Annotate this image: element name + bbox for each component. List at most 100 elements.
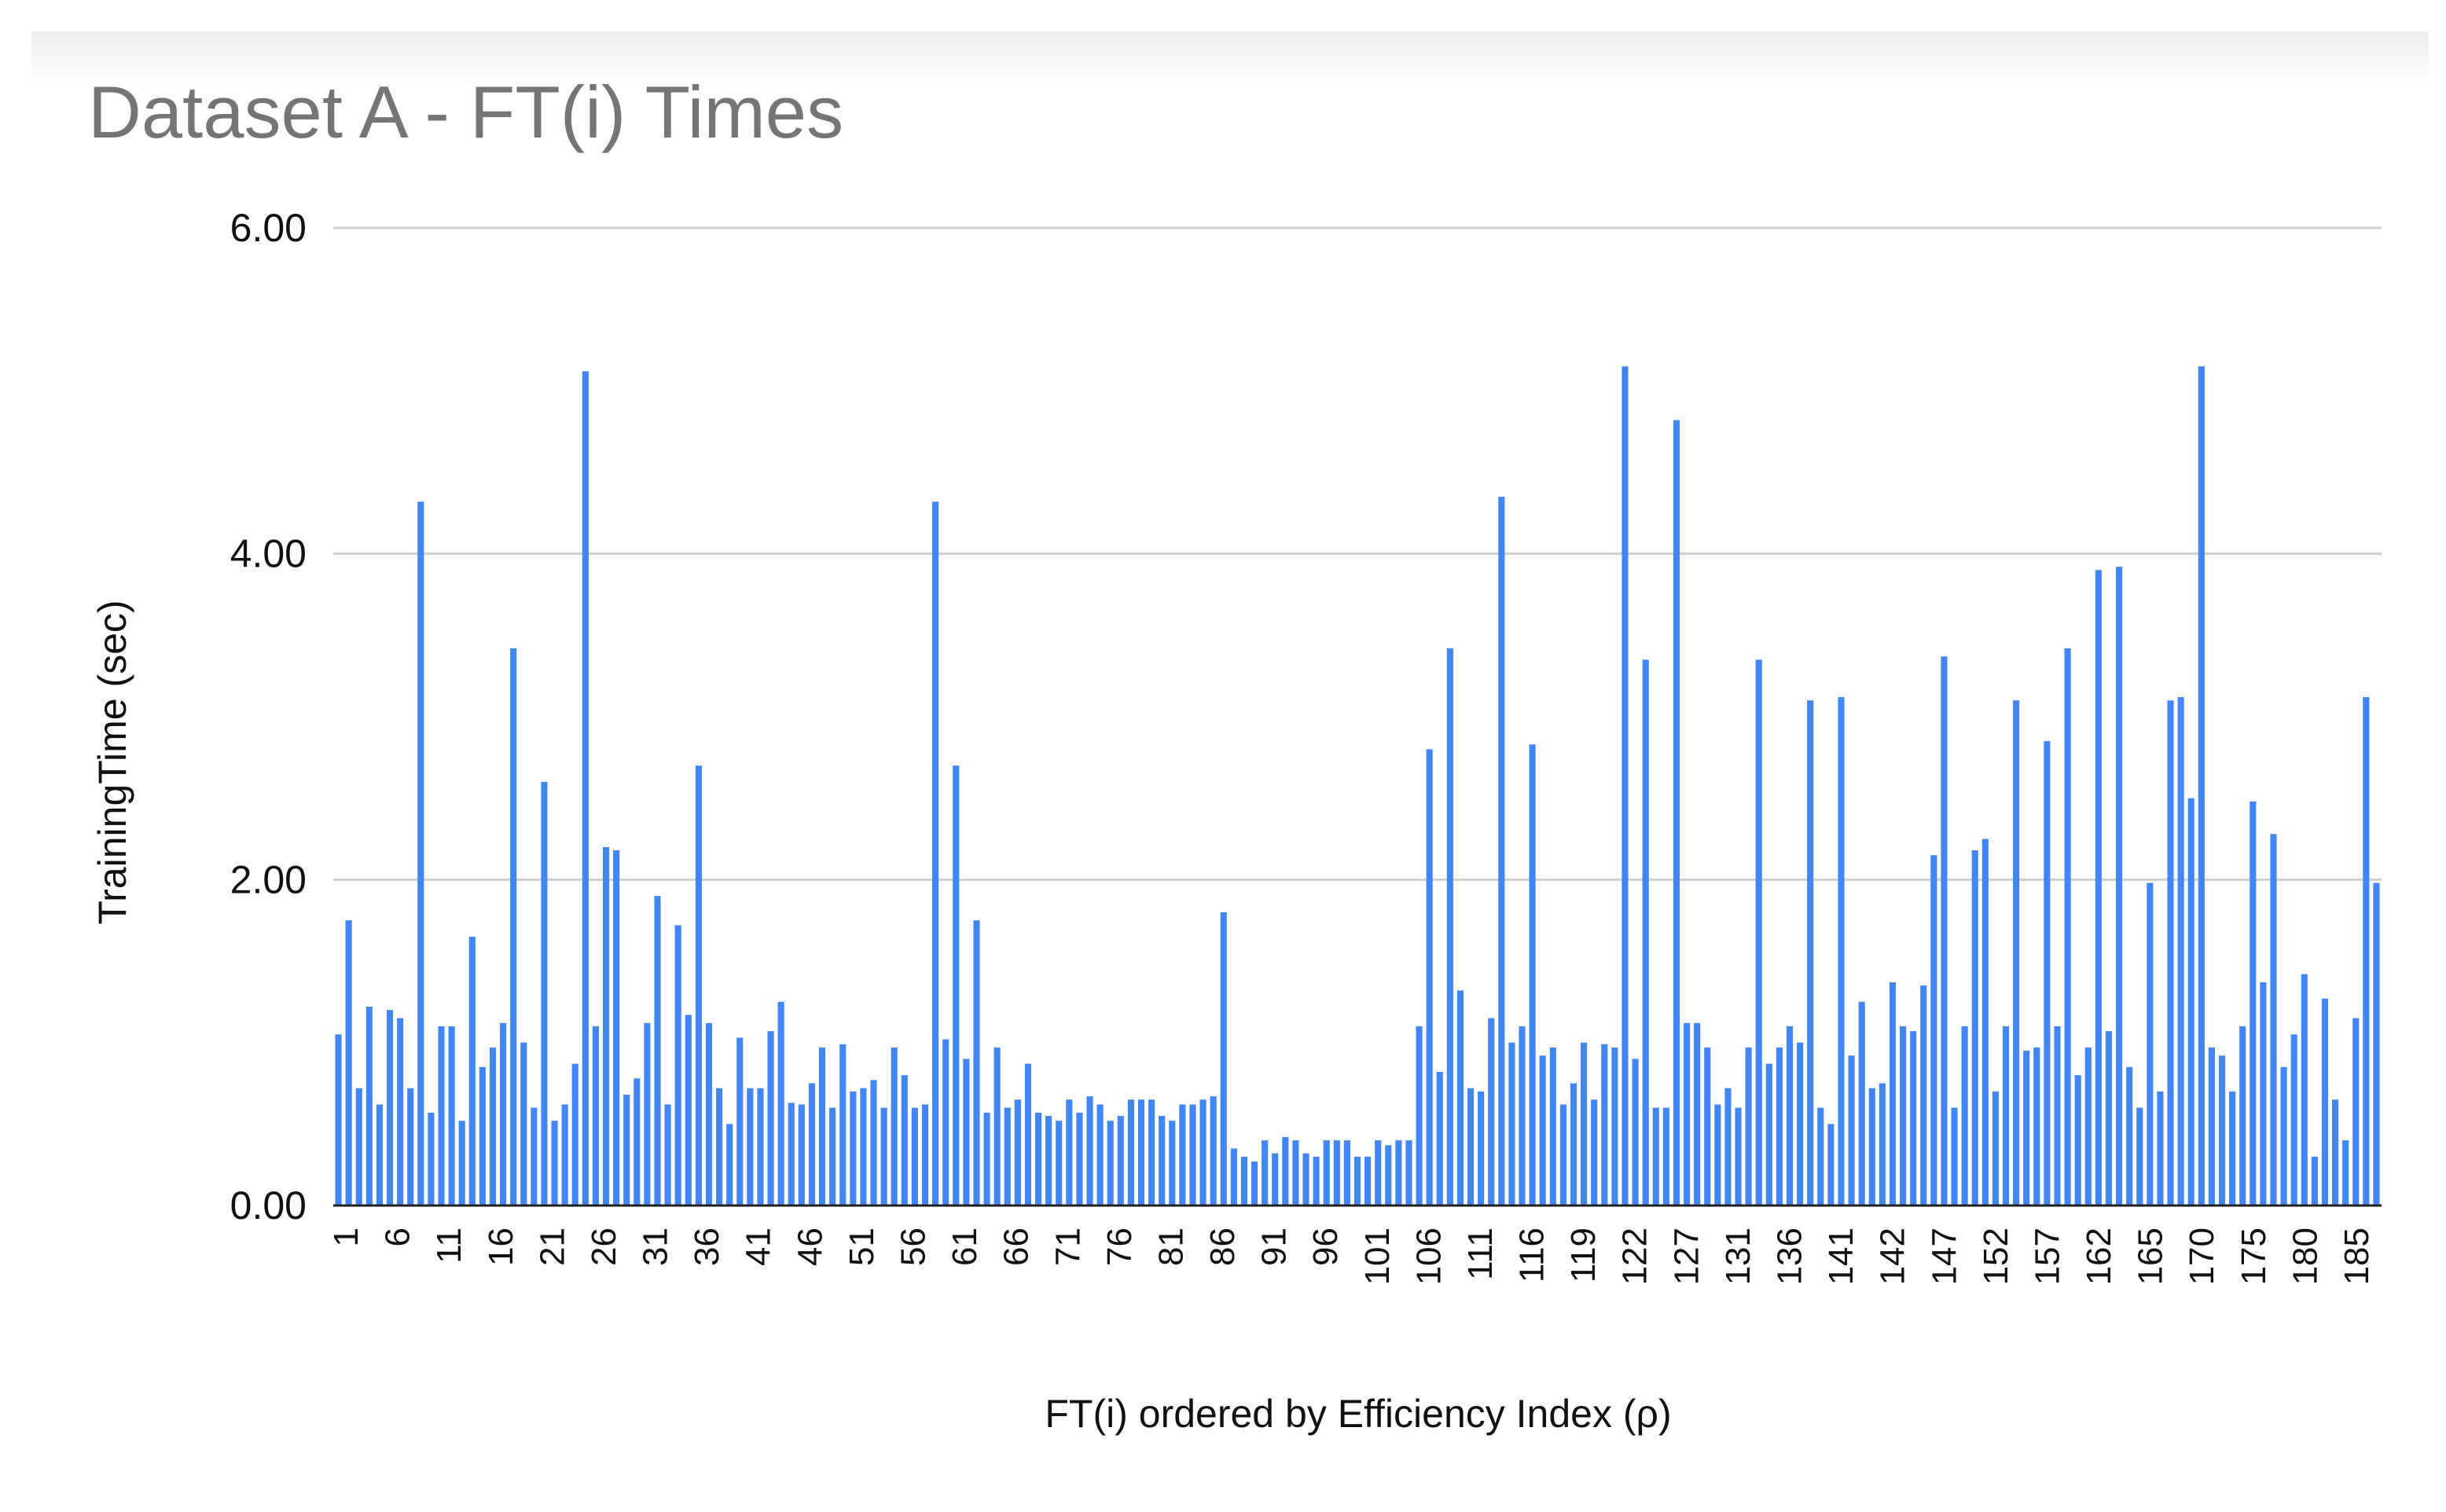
bar-70 [1045,1115,1052,1206]
bar-159 [1961,1026,1968,1206]
bar-97 [1323,1140,1330,1206]
bar-197 [2352,1018,2360,1206]
bar-26 [592,1026,599,1206]
bar-75 [1096,1104,1104,1206]
bar-85 [1199,1099,1206,1206]
bar-155 [1920,985,1927,1206]
bar-46 [798,1104,805,1206]
bar-148 [1848,1055,1855,1206]
bar-175 [2126,1066,2133,1206]
x-tick-label-6: 6 [379,1228,417,1246]
bar-12 [448,1026,455,1206]
x-tick-label-185: 185 [2338,1228,2376,1285]
bar-125 [1611,1047,1618,1206]
x-tick-label-76: 76 [1100,1228,1139,1266]
bar-79 [1137,1099,1145,1206]
bar-71 [1056,1121,1063,1206]
bar-193 [2311,1156,2318,1206]
bar-8 [407,1088,414,1206]
bar-83 [1179,1104,1186,1206]
bar-165 [2023,1051,2030,1206]
bar-199 [2373,883,2380,1206]
bar-86 [1210,1096,1217,1206]
bar-16 [489,1047,497,1206]
x-tick-label-136: 136 [1771,1228,1809,1285]
bar-76 [1107,1121,1114,1206]
bar-133 [1694,1022,1701,1206]
bar-23 [561,1104,568,1206]
bar-31 [644,1022,651,1206]
bar-181 [2187,798,2194,1206]
bars [335,366,2380,1206]
bar-105 [1405,1140,1412,1206]
bar-89 [1240,1156,1248,1206]
bar-9 [417,501,424,1206]
bar-61 [953,765,960,1206]
x-tick-label-141: 141 [1822,1228,1860,1285]
bar-190 [2280,1066,2287,1206]
bar-74 [1086,1096,1093,1206]
x-tick-label-46: 46 [791,1228,829,1266]
bar-14 [468,936,476,1206]
bar-96 [1313,1156,1320,1206]
bar-134 [1704,1047,1711,1206]
bar-174 [2116,567,2123,1206]
bar-21 [541,781,548,1206]
bar-163 [2002,1026,2010,1206]
x-tick-label-86: 86 [1203,1228,1242,1266]
bar-95 [1302,1153,1309,1206]
bar-115 [1508,1042,1515,1206]
bar-141 [1776,1047,1783,1206]
bar-139 [1755,659,1762,1206]
bar-81 [1159,1115,1166,1206]
bar-20 [531,1107,538,1206]
bar-94 [1292,1140,1299,1206]
bar-53 [870,1080,877,1206]
x-tick-label-26: 26 [585,1228,623,1266]
bar-4 [365,1007,373,1206]
bar-131 [1673,420,1680,1206]
bar-149 [1858,1001,1865,1206]
bar-6 [386,1010,394,1206]
bar-82 [1169,1121,1176,1206]
bar-106 [1416,1026,1423,1206]
bar-172 [2095,570,2102,1206]
bar-37 [705,1022,713,1206]
bar-158 [1951,1107,1958,1206]
bar-109 [1446,648,1453,1206]
bar-194 [2321,998,2329,1206]
bar-27 [602,846,610,1206]
x-tick-label-66: 66 [997,1228,1036,1266]
bar-87 [1220,912,1227,1206]
bar-66 [1004,1107,1011,1206]
x-tick-label-157: 157 [2029,1228,2067,1285]
x-tick-label-101: 101 [1358,1228,1397,1285]
bar-102 [1375,1140,1382,1206]
bar-147 [1838,697,1845,1206]
x-tick-label-41: 41 [740,1228,778,1266]
x-tick-label-127: 127 [1667,1228,1706,1285]
x-axis-title: FT(i) ordered by Efficiency Index (ρ) [1045,1392,1671,1436]
y-tick-label-1: 2.00 [230,857,307,901]
bar-73 [1076,1112,1083,1206]
bar-24 [571,1063,578,1206]
bar-38 [716,1088,723,1206]
bar-65 [993,1047,1001,1206]
gridlines [333,226,2382,881]
bar-92 [1272,1153,1279,1206]
bar-5 [376,1104,383,1206]
bar-178 [2157,1091,2164,1206]
bar-58 [921,1104,929,1206]
bar-138 [1745,1047,1752,1206]
bar-41 [747,1088,754,1206]
bar-88 [1230,1148,1237,1206]
bar-60 [942,1039,949,1206]
bar-67 [1014,1099,1021,1206]
bar-3 [355,1088,362,1206]
y-axis-title: TrainingTime (sec) [90,600,134,924]
bar-98 [1333,1140,1340,1206]
bar-151 [1879,1083,1886,1206]
bar-188 [2260,982,2267,1206]
bar-187 [2250,801,2257,1206]
bar-192 [2301,974,2308,1206]
